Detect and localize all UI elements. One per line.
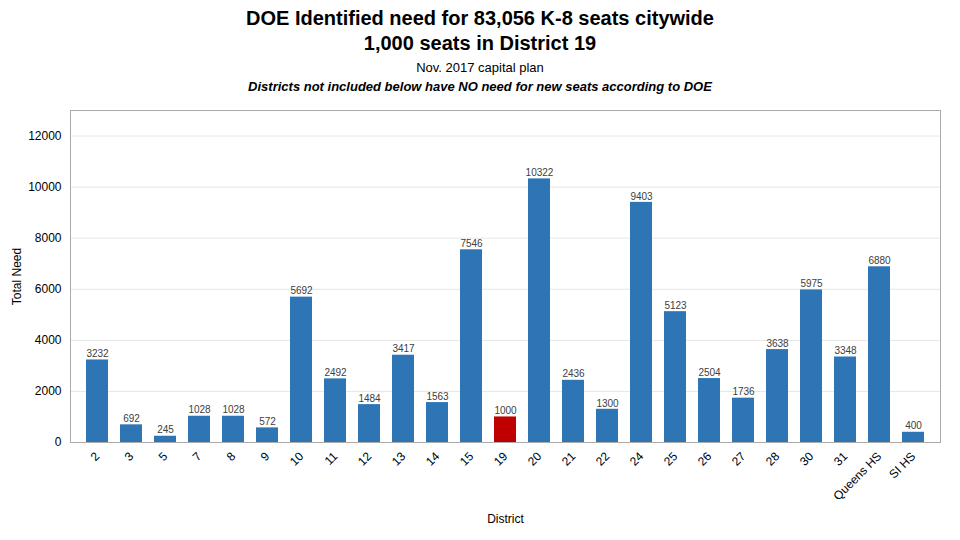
svg-text:21: 21 [559, 449, 579, 469]
svg-text:26: 26 [695, 449, 715, 469]
svg-text:3417: 3417 [392, 343, 415, 354]
svg-text:14: 14 [423, 449, 443, 469]
svg-text:25: 25 [661, 449, 681, 469]
html-text:Districts not included below h: Districts not included below have NO nee… [248, 79, 712, 94]
svg-text:8: 8 [224, 449, 239, 464]
svg-text:10322: 10322 [526, 167, 554, 178]
svg-text:12000: 12000 [28, 129, 62, 143]
svg-text:692: 692 [123, 413, 140, 424]
svg-text:10000: 10000 [28, 180, 62, 194]
svg-text:5123: 5123 [664, 300, 687, 311]
svg-text:9: 9 [258, 449, 273, 464]
html-text:DOE Identified need for 83,056: DOE Identified need for 83,056 K-8 seats… [246, 7, 714, 29]
svg-text:19: 19 [491, 449, 511, 469]
svg-text:2436: 2436 [562, 368, 585, 379]
svg-text:6000: 6000 [35, 282, 62, 296]
svg-text:1300: 1300 [596, 398, 619, 409]
svg-text:10: 10 [287, 449, 307, 469]
svg-text:30: 30 [797, 449, 817, 469]
svg-text:31: 31 [831, 449, 851, 469]
svg-text:13: 13 [389, 449, 409, 469]
svg-text:District: District [487, 512, 524, 526]
svg-text:1484: 1484 [358, 393, 381, 404]
svg-text:1563: 1563 [426, 391, 449, 402]
svg-text:24: 24 [627, 449, 647, 469]
svg-text:20: 20 [525, 449, 545, 469]
svg-text:2: 2 [88, 449, 103, 464]
svg-text:6880: 6880 [868, 255, 891, 266]
svg-text:3348: 3348 [834, 345, 857, 356]
svg-text:245: 245 [157, 424, 174, 435]
svg-text:9403: 9403 [630, 191, 653, 202]
svg-text:12: 12 [355, 449, 375, 469]
svg-text:5692: 5692 [290, 285, 313, 296]
svg-text:27: 27 [729, 449, 749, 469]
svg-text:5975: 5975 [800, 278, 823, 289]
svg-text:7546: 7546 [460, 238, 483, 249]
svg-text:2000: 2000 [35, 384, 62, 398]
svg-text:400: 400 [905, 420, 922, 431]
svg-text:SI HS: SI HS [886, 449, 918, 481]
svg-text:5: 5 [156, 449, 171, 464]
html-text:1,000 seats in District 19: 1,000 seats in District 19 [363, 32, 597, 54]
svg-text:1028: 1028 [222, 404, 245, 415]
html-text:Nov. 2017 capital plan: Nov. 2017 capital plan [416, 60, 544, 75]
svg-text:8000: 8000 [35, 231, 62, 245]
svg-text:1028: 1028 [188, 404, 211, 415]
svg-text:3232: 3232 [86, 348, 109, 359]
svg-text:15: 15 [457, 449, 477, 469]
svg-text:3638: 3638 [766, 338, 789, 349]
svg-text:1000: 1000 [494, 405, 517, 416]
svg-text:7: 7 [190, 449, 205, 464]
svg-text:22: 22 [593, 449, 613, 469]
svg-text:Total Need: Total Need [10, 248, 24, 305]
svg-text:1736: 1736 [732, 386, 755, 397]
svg-text:0: 0 [55, 435, 62, 449]
svg-text:11: 11 [322, 449, 341, 468]
svg-text:3: 3 [122, 449, 137, 464]
svg-text:2504: 2504 [698, 367, 721, 378]
svg-text:Queens HS: Queens HS [831, 449, 885, 503]
svg-text:28: 28 [763, 449, 783, 469]
svg-text:4000: 4000 [35, 333, 62, 347]
svg-text:2492: 2492 [324, 367, 347, 378]
svg-text:572: 572 [259, 416, 276, 427]
